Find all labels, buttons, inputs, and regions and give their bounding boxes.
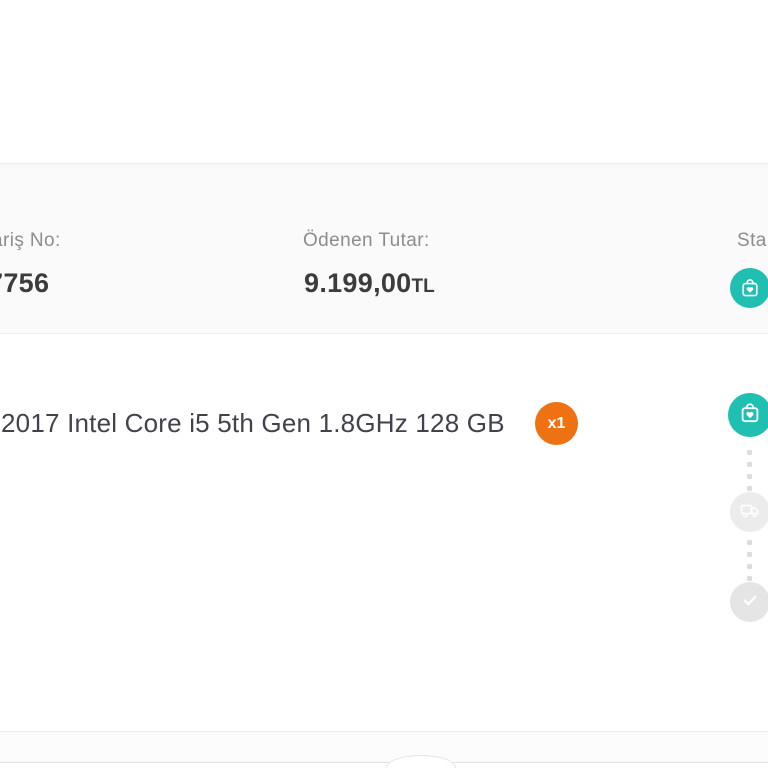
order-items-section: 2017 Intel Core i5 5th Gen 1.8GHz 128 GB…: [0, 335, 768, 731]
currency-label: TL: [411, 276, 435, 297]
paid-amount-label: Ödenen Tutar:: [303, 230, 430, 251]
timeline-step-ordered: [728, 393, 768, 437]
timeline-dot: [747, 576, 752, 581]
order-bag-icon: [738, 401, 762, 430]
order-summary-header: ariş No: 7756 Ödenen Tutar: 9.199,00TL S…: [0, 163, 768, 334]
timeline-dot: [747, 540, 752, 545]
timeline-step-delivered: [730, 582, 768, 622]
status-label: Sta: [737, 230, 767, 251]
order-status-badge: [730, 268, 768, 308]
paid-amount-value: 9.199,00TL: [304, 268, 435, 299]
timeline-dot: [747, 462, 752, 467]
quantity-badge: x1: [535, 402, 578, 445]
timeline-dot: [747, 474, 752, 479]
timeline-dot: [747, 486, 752, 491]
cargo-truck-icon: [738, 498, 762, 527]
timeline-dot: [747, 564, 752, 569]
order-card-footer: [0, 731, 768, 763]
check-icon: [738, 588, 762, 617]
timeline-dot: [747, 552, 752, 557]
paid-amount-number: 9.199,00: [304, 268, 412, 298]
order-no-label: ariş No:: [0, 230, 61, 251]
product-title-link[interactable]: 2017 Intel Core i5 5th Gen 1.8GHz 128 GB: [1, 408, 505, 438]
order-no-value: 7756: [0, 268, 50, 298]
timeline-dot: [747, 450, 752, 455]
timeline-step-shipping: [730, 492, 768, 532]
order-bag-icon: [730, 268, 768, 308]
